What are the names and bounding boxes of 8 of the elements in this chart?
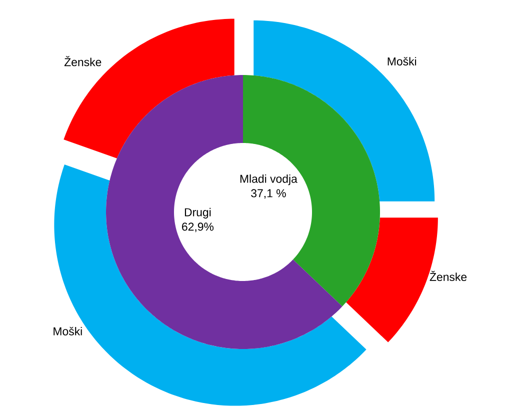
slice-label: Mladi vodja: [240, 174, 298, 186]
slice-label: Moški: [388, 57, 416, 66]
slice-label: Drugi: [184, 208, 211, 219]
data-label: 62,9%: [182, 222, 214, 232]
slice-label: Ženske: [64, 56, 102, 66]
slice-label: Ženske: [430, 270, 467, 282]
slice-label: Moški: [54, 326, 82, 336]
data-label: 37,1 %: [251, 189, 286, 199]
